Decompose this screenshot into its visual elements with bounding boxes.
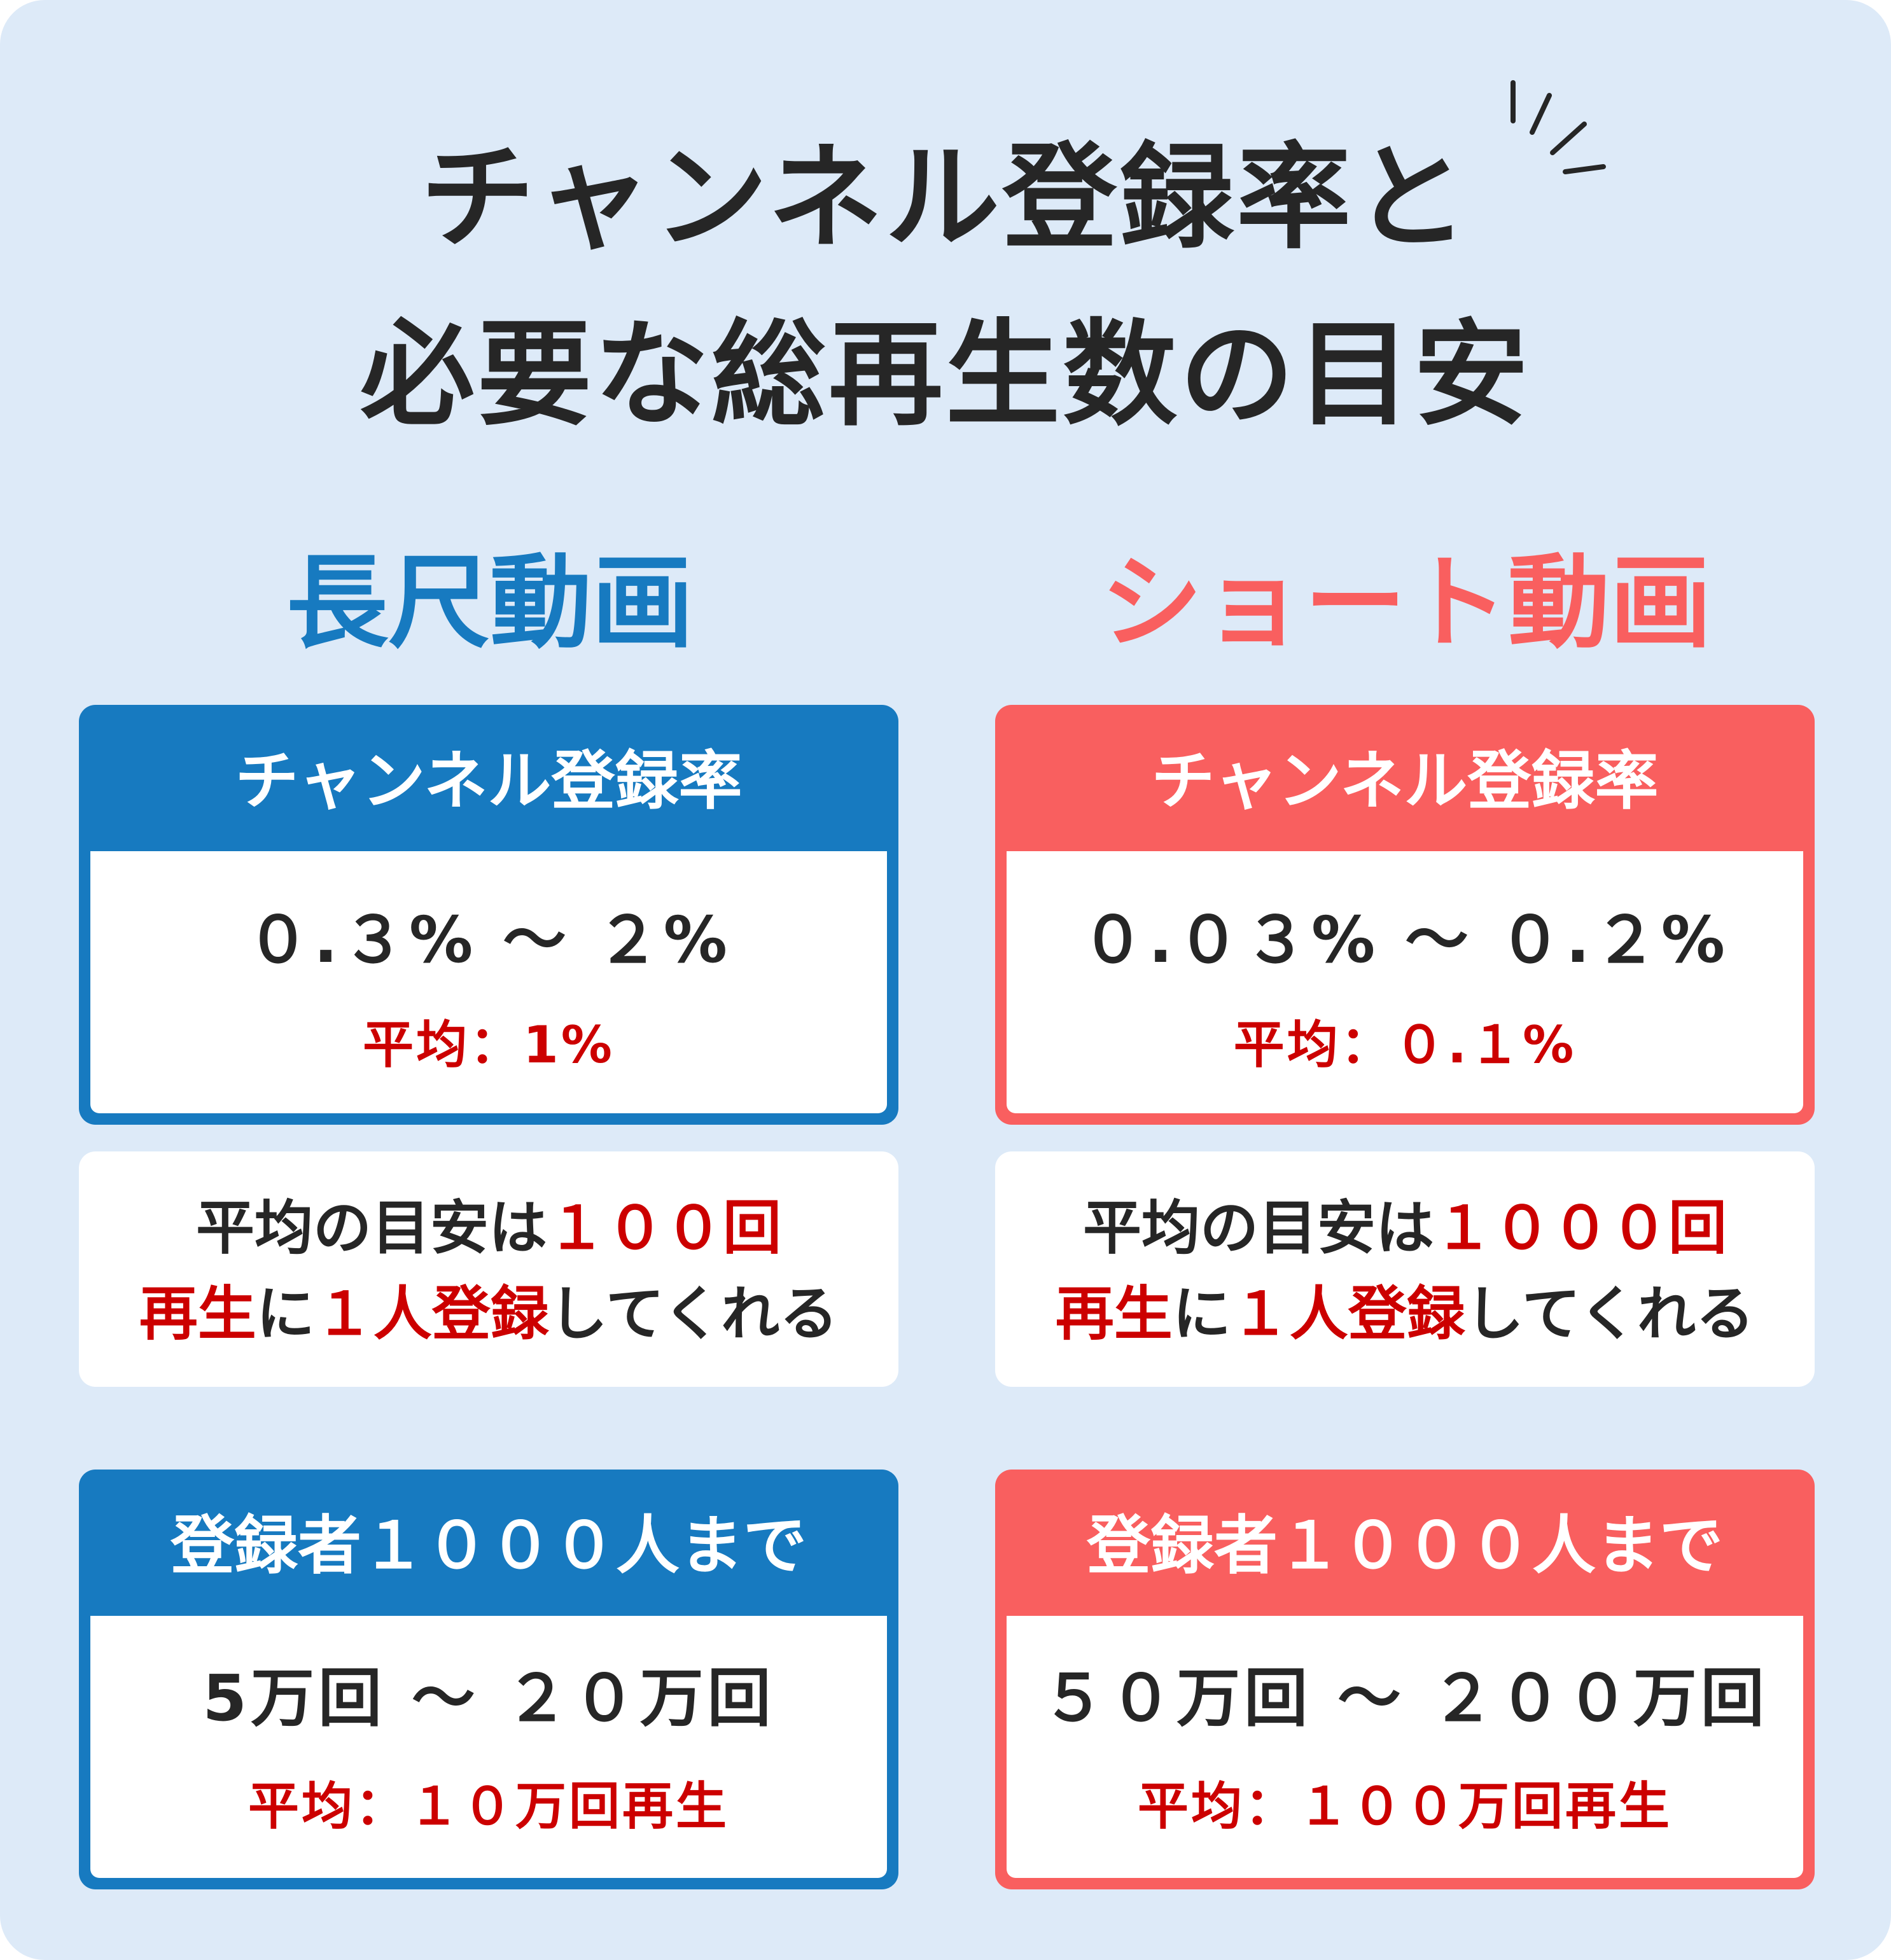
long-views-card-body: 5万回 〜 ２０万回 平均：１０万回再生 bbox=[90, 1616, 887, 1878]
short-views-card-header: 登録者１０００人まで bbox=[1087, 1508, 1723, 1583]
long-video-heading: 長尺動画 bbox=[286, 543, 694, 662]
short-rate-average: 平均：０.１% bbox=[1233, 1015, 1577, 1074]
emphasis-burst-icon bbox=[1511, 80, 1606, 174]
long-note-box: 平均の目安は１００回 再生に１人登録してくれる bbox=[79, 1151, 898, 1387]
long-rate-average: 平均：1% bbox=[363, 1015, 615, 1074]
long-rate-card: チャンネル登録率 ０.３% 〜 ２% 平均：1% bbox=[79, 705, 898, 1125]
short-note-box: 平均の目安は１０００回 再生に１人登録してくれる bbox=[995, 1151, 1815, 1387]
long-note-text-ni: に bbox=[256, 1280, 315, 1348]
long-note-text: 平均の目安は bbox=[195, 1194, 547, 1262]
long-views-average: 平均：１０万回再生 bbox=[248, 1777, 729, 1836]
page-title-line1: チャンネル登録率と bbox=[420, 132, 1471, 265]
short-views-card: 登録者１０００人まで ５０万回 〜 ２００万回 平均：１００万回再生 bbox=[995, 1470, 1815, 1889]
short-note-text: 平均の目安は bbox=[1082, 1194, 1434, 1262]
long-views-card: 登録者１０００人まで 5万回 〜 ２０万回 平均：１０万回再生 bbox=[79, 1470, 898, 1889]
long-rate-card-header: チャンネル登録率 bbox=[235, 744, 743, 818]
page-title-line2: 必要な総再生数の目安 bbox=[359, 309, 1531, 441]
long-note-text-end: してくれる bbox=[548, 1280, 839, 1348]
long-views-card-header: 登録者１０００人まで bbox=[171, 1508, 807, 1583]
short-note-text-end: してくれる bbox=[1465, 1280, 1755, 1348]
short-note-line1: 平均の目安は１０００回 bbox=[995, 1199, 1815, 1258]
short-rate-card-body: ０.０３% 〜 ０.２% 平均：０.１% bbox=[1007, 851, 1803, 1113]
short-note-text-ni: に bbox=[1172, 1280, 1231, 1348]
long-note-highlight-views: １００回 bbox=[547, 1194, 782, 1262]
short-note-highlight-views: １０００回 bbox=[1434, 1194, 1727, 1262]
short-note-highlight-one-subscriber: １人登録 bbox=[1231, 1280, 1465, 1348]
short-video-heading: ショート動画 bbox=[1100, 543, 1712, 662]
short-rate-range: ０.０３% 〜 ０.２% bbox=[1081, 903, 1729, 977]
long-note-line2: 再生に１人登録してくれる bbox=[79, 1285, 898, 1344]
short-views-card-body: ５０万回 〜 ２００万回 平均：１００万回再生 bbox=[1007, 1616, 1803, 1878]
short-rate-card-header: チャンネル登録率 bbox=[1151, 744, 1659, 818]
long-note-highlight-replay: 再生 bbox=[139, 1280, 256, 1348]
short-note-highlight-replay: 再生 bbox=[1055, 1280, 1173, 1348]
long-views-range: 5万回 〜 ２０万回 bbox=[202, 1661, 775, 1735]
short-note-line2: 再生に１人登録してくれる bbox=[995, 1285, 1815, 1344]
long-rate-card-body: ０.３% 〜 ２% 平均：1% bbox=[90, 851, 887, 1113]
short-views-average: 平均：１００万回再生 bbox=[1138, 1777, 1672, 1836]
long-note-line1: 平均の目安は１００回 bbox=[79, 1199, 898, 1258]
short-rate-card: チャンネル登録率 ０.０３% 〜 ０.２% 平均：０.１% bbox=[995, 705, 1815, 1125]
short-views-range: ５０万回 〜 ２００万回 bbox=[1042, 1661, 1768, 1735]
long-rate-range: ０.３% 〜 ２% bbox=[246, 903, 731, 977]
long-note-highlight-one-subscriber: １人登録 bbox=[314, 1280, 549, 1348]
